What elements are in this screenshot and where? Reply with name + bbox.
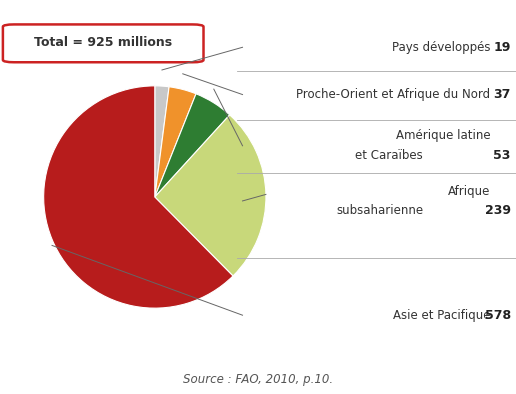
Text: Total = 925 millions: Total = 925 millions	[34, 36, 172, 49]
Text: Amérique latine: Amérique latine	[396, 130, 490, 142]
Text: 37: 37	[493, 88, 511, 101]
Text: Source : FAO, 2010, p.10.: Source : FAO, 2010, p.10.	[183, 373, 333, 386]
Text: 578: 578	[485, 309, 511, 322]
Wedge shape	[155, 86, 169, 197]
Wedge shape	[44, 86, 233, 308]
Text: 53: 53	[493, 149, 511, 162]
Text: Proche-Orient et Afrique du Nord: Proche-Orient et Afrique du Nord	[296, 88, 490, 101]
Text: Pays développés: Pays développés	[392, 41, 490, 54]
Wedge shape	[155, 94, 230, 197]
Text: Asie et Pacifique: Asie et Pacifique	[393, 309, 490, 322]
Text: 19: 19	[493, 41, 511, 54]
Text: et Caraïbes: et Caraïbes	[356, 149, 423, 162]
Text: subsaharienne: subsaharienne	[336, 204, 423, 217]
Text: Afrique: Afrique	[448, 185, 490, 197]
Wedge shape	[155, 115, 266, 276]
FancyBboxPatch shape	[3, 24, 203, 62]
Text: 239: 239	[485, 204, 511, 217]
Wedge shape	[155, 87, 196, 197]
